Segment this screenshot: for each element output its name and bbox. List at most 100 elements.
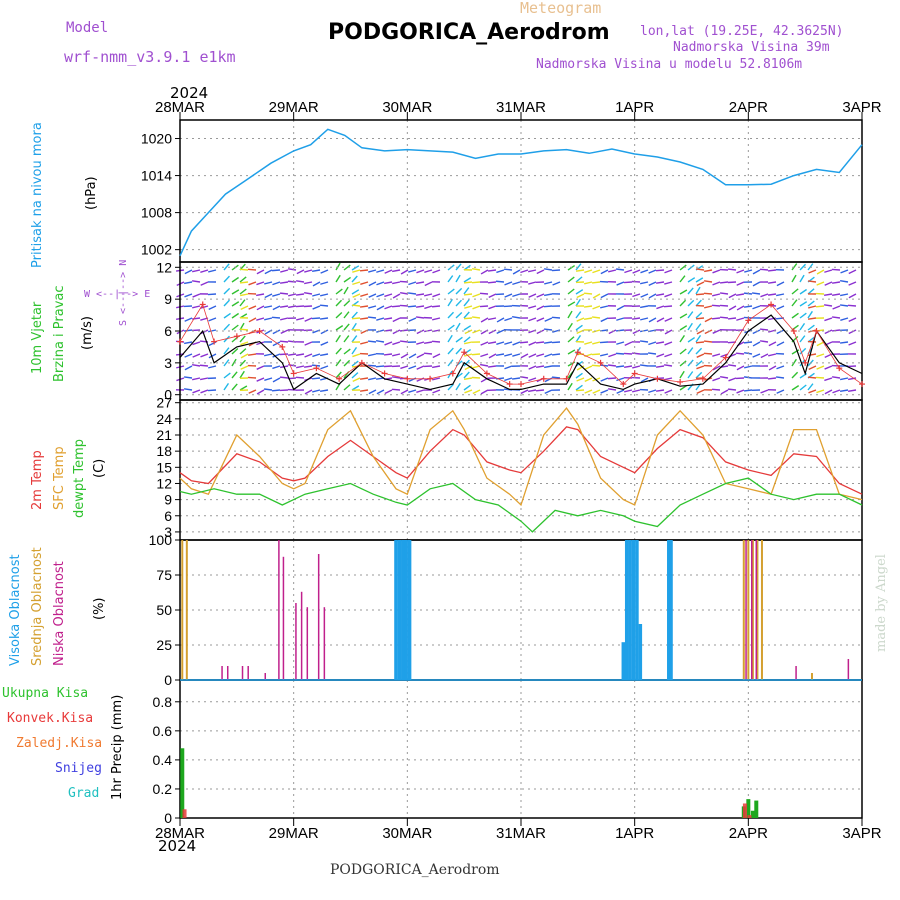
y-tick-label: 100 — [149, 532, 173, 548]
wind-arrow — [775, 376, 785, 379]
wind-arrow — [664, 317, 673, 322]
wind-arrow — [376, 305, 385, 311]
wind-arrow — [240, 305, 249, 311]
wind-arrow — [551, 341, 561, 344]
wind-arrow — [848, 269, 857, 275]
wind-arrow — [239, 335, 246, 343]
wind-arrow — [799, 372, 808, 379]
wind-arrow — [368, 281, 377, 287]
wind-arrow — [591, 281, 601, 284]
wind-arrow — [464, 353, 473, 357]
wind-arrow — [392, 269, 401, 273]
wind-arrow — [368, 377, 377, 381]
wind-arrow — [768, 353, 777, 357]
wind-arrow — [263, 388, 273, 391]
wind-arrow — [664, 293, 673, 298]
wind-arrow — [391, 388, 401, 391]
wind-arrow — [848, 329, 857, 335]
wind-arrow — [752, 341, 761, 347]
wind-arrow — [536, 353, 545, 357]
wind-arrow — [416, 329, 425, 335]
wind-arrow — [463, 359, 470, 367]
wind-arrow — [352, 293, 361, 298]
wind-arrow — [272, 329, 281, 335]
y-tick-label: 0 — [164, 672, 172, 688]
wind-arrow — [776, 329, 785, 335]
wind-arrow — [319, 317, 329, 320]
wind-arrow — [480, 353, 489, 358]
wind-arrow — [264, 281, 273, 285]
wind-arrow — [376, 317, 385, 321]
wind-arrow — [223, 359, 230, 367]
wind-arrow — [231, 324, 239, 331]
wind-arrow — [799, 301, 808, 307]
wind-arrow — [575, 324, 583, 331]
wind-arrow — [591, 364, 601, 367]
wind-arrow — [695, 341, 705, 344]
cloud-bar — [185, 540, 188, 680]
wind-arrow — [839, 389, 849, 393]
wind-arrow-field — [175, 262, 857, 395]
wind-arrow — [360, 293, 369, 297]
wind-arrow — [240, 341, 249, 346]
wind-arrow — [256, 365, 265, 370]
wind-arrow — [736, 365, 745, 371]
wind-arrow — [304, 317, 313, 322]
wind-arrow — [615, 268, 625, 271]
wind-arrow — [223, 335, 230, 343]
wind-arrow — [191, 317, 201, 320]
wind-arrow — [424, 305, 433, 310]
wind-arrow — [535, 389, 545, 392]
wind-arrow — [567, 322, 573, 331]
wind-arrow — [231, 312, 240, 319]
wind-arrow — [839, 341, 849, 344]
wind-arrow — [816, 389, 825, 394]
wind-arrow — [296, 317, 305, 321]
wind-arrow — [808, 305, 817, 309]
wind-arrow — [727, 281, 737, 284]
wind-arrow — [471, 316, 481, 319]
wind-arrow — [495, 280, 505, 283]
year-bottom-label: 2024 — [158, 837, 197, 855]
cloud-bar — [624, 540, 629, 680]
precip-legend-hail: Grad — [68, 786, 100, 801]
wind-arrow — [280, 317, 289, 321]
wind-arrow — [640, 317, 649, 321]
wind-arrow — [231, 383, 238, 391]
wind-arrow — [624, 341, 633, 346]
wind-arrow — [760, 389, 769, 394]
wind-arrow — [679, 313, 688, 319]
wind-arrow — [496, 341, 505, 346]
precip-bar — [180, 748, 185, 818]
cloud-bar — [282, 556, 285, 680]
wind-arrow — [223, 263, 230, 271]
wind-arrow — [376, 281, 385, 286]
wind-arrow — [391, 376, 401, 379]
wind-arrow — [776, 341, 785, 347]
wind-arrow — [768, 317, 777, 321]
wind-arrow — [528, 281, 537, 285]
y-tick-label: 1002 — [141, 242, 172, 258]
wind-arrow — [808, 329, 817, 333]
wind-arrow — [415, 305, 425, 308]
wind-arrow — [735, 293, 745, 297]
wind-arrow — [791, 299, 798, 307]
wind-arrow — [464, 365, 473, 371]
cloud-bar — [745, 540, 747, 680]
wind-arrow — [664, 353, 673, 358]
wind-arrow — [511, 316, 521, 319]
wind-arrow — [576, 293, 585, 299]
wind-arrow — [304, 269, 313, 273]
cloud-bar — [747, 540, 750, 680]
cloud-bar — [404, 540, 408, 680]
wind-arrow — [335, 371, 342, 379]
wind-arrow — [816, 269, 825, 275]
wind-arrow — [431, 305, 441, 308]
wind-arrow — [640, 329, 649, 333]
wind-arrow — [391, 305, 401, 308]
x-tick-label-top: 2APR — [729, 99, 768, 116]
wind-arrow — [656, 341, 665, 345]
wind-arrow — [447, 334, 453, 343]
wind-arrow — [200, 269, 209, 273]
wind-arrow — [759, 340, 769, 343]
